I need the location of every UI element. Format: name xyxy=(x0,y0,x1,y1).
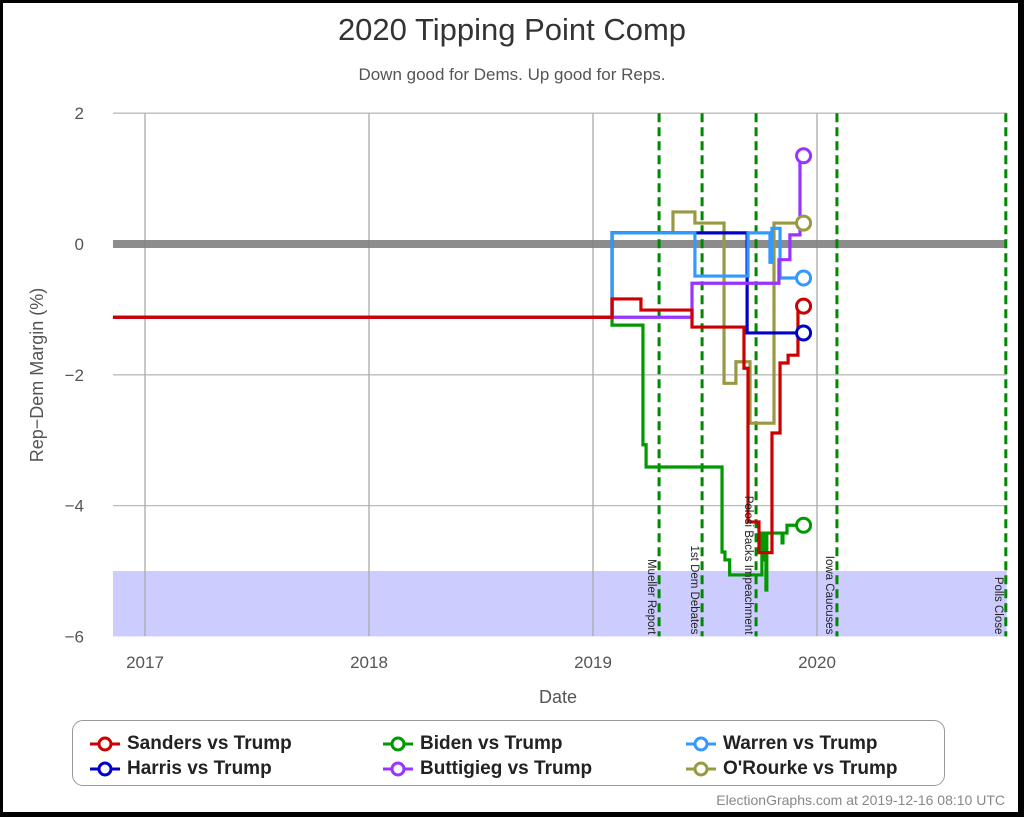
x-tick-label: 2019 xyxy=(574,653,612,672)
shaded-band xyxy=(112,571,1007,637)
legend-label: O'Rourke vs Trump xyxy=(723,758,898,779)
event-label-iowa-caucuses: Iowa Caucuses xyxy=(823,556,835,635)
legend-item-biden[interactable]: Biden vs Trump xyxy=(382,732,563,756)
y-axis-title: Rep−Dem Margin (%) xyxy=(27,288,47,463)
event-label-1st-dem-debates: 1st Dem Debates xyxy=(688,546,700,635)
y-tick-label: −6 xyxy=(65,627,84,646)
event-label-pelosi-impeachment: Pelosi Backs Impeachment xyxy=(742,496,754,636)
series-marker-icon xyxy=(383,761,413,777)
series-end-marker-warren xyxy=(795,269,813,287)
series-marker-icon xyxy=(686,736,716,752)
legend-item-sanders[interactable]: Sanders vs Trump xyxy=(89,732,292,756)
legend-item-warren[interactable]: Warren vs Trump xyxy=(685,732,878,756)
x-axis-title: Date xyxy=(539,687,577,707)
legend-item-orourke[interactable]: O'Rourke vs Trump xyxy=(685,757,898,781)
series-lines xyxy=(112,154,804,592)
legend-label: Sanders vs Trump xyxy=(127,733,292,754)
series-end-markers xyxy=(795,147,813,534)
event-markers xyxy=(657,113,1008,637)
series-end-marker-biden xyxy=(795,516,813,534)
dem-strong-band xyxy=(112,571,1007,637)
x-tick-label: 2018 xyxy=(350,653,388,672)
chart-legend: Sanders vs Trump Harris vs Trump Biden v… xyxy=(72,720,945,786)
series-end-marker-sanders xyxy=(795,297,813,315)
legend-label: Harris vs Trump xyxy=(127,758,272,779)
chart-subtitle: Down good for Dems. Up good for Reps. xyxy=(358,65,666,84)
legend-label: Biden vs Trump xyxy=(420,733,563,754)
y-tick-label: −2 xyxy=(65,366,84,385)
legend-label: Warren vs Trump xyxy=(723,733,878,754)
series-marker-icon xyxy=(90,736,120,752)
series-end-marker-buttigieg xyxy=(795,147,813,165)
chart-title: 2020 Tipping Point Comp xyxy=(337,12,687,47)
series-end-marker-orourke xyxy=(795,214,813,232)
legend-label: Buttigieg vs Trump xyxy=(420,758,593,779)
y-tick-label: −4 xyxy=(65,497,84,516)
legend-item-buttigieg[interactable]: Buttigieg vs Trump xyxy=(382,757,592,781)
series-marker-icon xyxy=(383,736,413,752)
series-line-sanders xyxy=(112,297,804,555)
series-marker-icon xyxy=(686,761,716,777)
footer-credit: ElectionGraphs.com at 2019-12-16 08:10 U… xyxy=(716,792,1005,808)
event-label-polls-close: Polls Close xyxy=(992,577,1004,635)
series-marker-icon xyxy=(90,761,120,777)
x-tick-label: 2020 xyxy=(798,653,836,672)
gridlines xyxy=(112,112,1007,637)
series-line-buttigieg xyxy=(112,154,804,319)
chart-panel xyxy=(3,3,1018,812)
y-tick-label: 0 xyxy=(75,235,84,254)
series-end-marker-harris xyxy=(795,324,813,342)
x-tick-label: 2017 xyxy=(126,653,164,672)
legend-item-harris[interactable]: Harris vs Trump xyxy=(89,757,272,781)
series-line-warren xyxy=(112,226,804,319)
y-tick-label: 2 xyxy=(75,104,84,123)
event-label-mueller-report: Mueller Report xyxy=(645,559,657,635)
